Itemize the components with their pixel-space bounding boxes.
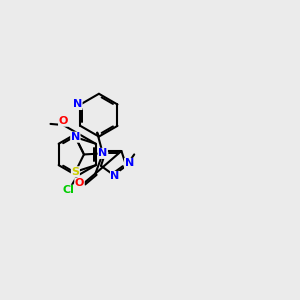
Text: N: N bbox=[98, 148, 107, 158]
Text: S: S bbox=[71, 167, 80, 177]
Text: N: N bbox=[73, 100, 82, 110]
Text: N: N bbox=[124, 158, 134, 169]
Text: N: N bbox=[71, 132, 80, 142]
Text: N: N bbox=[110, 172, 120, 182]
Text: O: O bbox=[75, 178, 84, 188]
Text: Cl: Cl bbox=[62, 185, 74, 195]
Text: O: O bbox=[58, 116, 68, 126]
